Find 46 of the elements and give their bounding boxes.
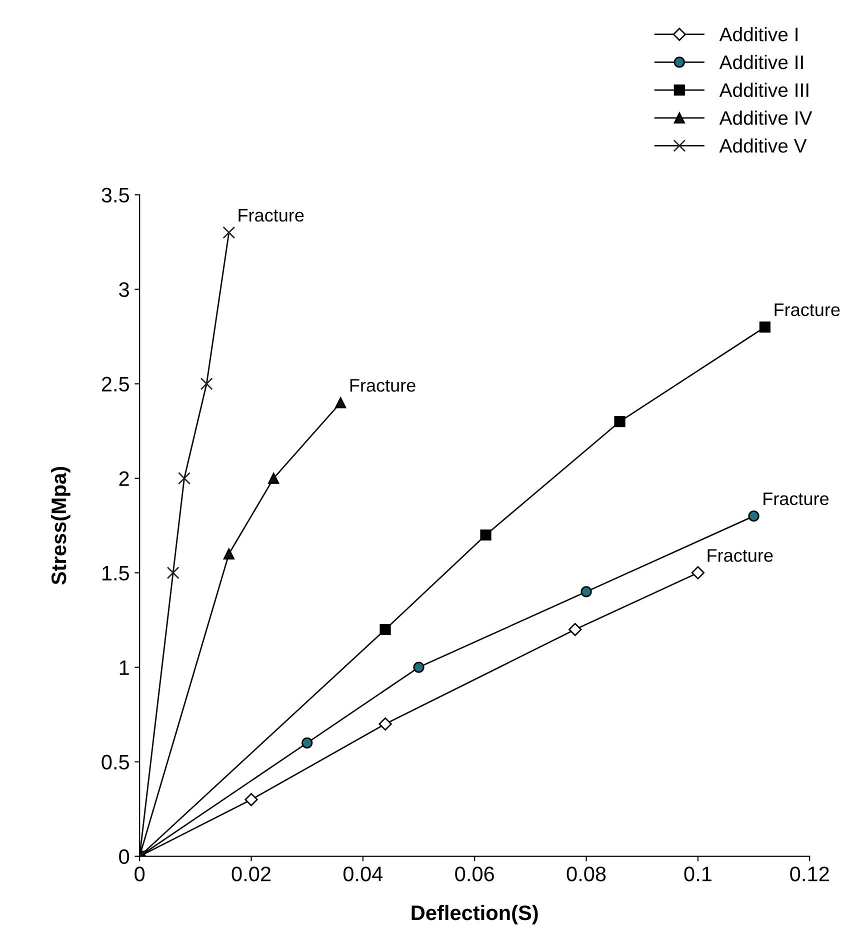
y-tick-label: 3 [119,282,129,298]
x-tick-label: 0.1 [684,866,712,882]
annotation: Fracture [708,549,773,562]
x-tick-label: 0.06 [455,866,494,882]
point [748,510,760,522]
x-tick-label: 0.04 [343,866,383,882]
point [759,322,771,333]
y-tick-label: 0 [119,849,130,864]
legend-label: Additive V [719,138,807,153]
legend-label: Additive II [719,54,803,70]
y-tick-label: 1 [120,660,129,675]
x-tick-label: 0.08 [566,866,606,882]
x-tick-label: 0.02 [232,866,270,882]
point [222,226,236,239]
point [380,624,391,636]
y-tick-label: 0.5 [102,754,129,770]
annotation: Fracture [764,492,829,506]
y-tick-label: 2 [119,471,129,486]
point [178,472,191,485]
point [480,529,492,541]
point [614,416,626,428]
point [568,622,582,636]
annotation: Fracture [350,379,416,392]
x-axis-title: Deflection(S) [412,904,538,924]
point [335,397,346,408]
point [691,566,705,580]
legend-label: Additive IV [719,110,812,125]
point [302,737,313,748]
point [268,472,280,484]
legend-label: Additive I [719,27,798,42]
annotation: Fracture [238,209,304,222]
point [580,586,592,598]
y-tick-label: 1.5 [102,566,129,581]
point [413,662,424,673]
y-tick-label: 2.5 [102,376,129,392]
x-tick-label: 0.12 [790,866,829,882]
y-tick-label: 3.5 [102,188,129,203]
point [166,566,180,580]
annotation: Fracture [774,304,840,316]
x-tick-label: 0 [134,866,145,882]
point [378,717,392,731]
point [244,793,258,806]
point [200,378,213,390]
y-axis-title: Stress(Mpa) [50,466,70,585]
legend-label: Additive III [719,82,808,98]
point [223,548,234,560]
